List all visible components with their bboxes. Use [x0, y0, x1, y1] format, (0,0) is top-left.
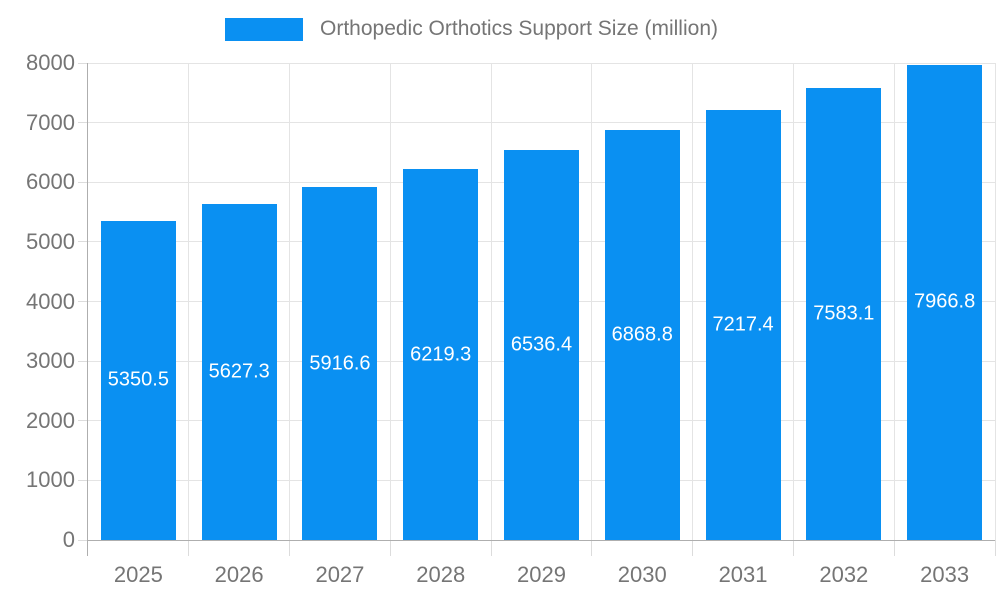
y-tick-label: 1000	[26, 467, 75, 493]
y-axis-line	[87, 63, 88, 556]
bar-value-label: 7217.4	[712, 313, 774, 336]
x-axis-label: 2032	[819, 562, 869, 587]
bar: 6536.4	[504, 150, 579, 540]
bar: 5916.6	[302, 187, 378, 540]
y-tick-label: 2000	[26, 407, 75, 433]
x-axis-label: 2029	[517, 562, 566, 587]
grid-line-v	[994, 63, 996, 540]
y-tick-label: 6000	[26, 169, 75, 195]
y-axis-tick	[78, 181, 88, 183]
y-axis-tick	[78, 539, 88, 541]
x-axis-label: 2033	[920, 562, 970, 587]
grid-line-h	[88, 62, 995, 64]
bar: 7583.1	[806, 87, 882, 540]
x-axis-line	[87, 539, 995, 541]
x-axis-label: 2031	[718, 562, 768, 587]
bar-value-label: 5627.3	[208, 360, 270, 383]
bar-value-label: 6219.3	[410, 343, 472, 366]
bar-value-label: 6868.8	[611, 323, 673, 346]
grid-line-h	[88, 122, 995, 124]
grid-line-v	[389, 63, 391, 540]
y-tick-label: 0	[62, 527, 75, 552]
bar: 7217.4	[705, 109, 781, 540]
x-axis-tick	[490, 540, 492, 556]
bar-value-label: 5350.5	[107, 368, 169, 391]
y-axis-tick	[78, 360, 88, 362]
x-axis-label: 2027	[315, 562, 365, 587]
bar: 5627.3	[201, 204, 277, 540]
grid-line-v	[591, 63, 593, 540]
bar: 6219.3	[403, 169, 479, 540]
legend-label: Orthopedic Orthotics Support Size (milli…	[320, 17, 718, 40]
y-axis-tick	[78, 301, 88, 302]
x-axis-tick	[994, 540, 996, 556]
x-axis-tick	[188, 540, 190, 556]
y-tick-label: 7000	[26, 109, 75, 135]
legend: Orthopedic Orthotics Support Size (milli…	[225, 17, 718, 41]
x-axis-label: 2025	[113, 562, 163, 587]
y-tick-label: 3000	[26, 348, 75, 374]
grid-line-v	[289, 63, 291, 540]
grid-line-v	[692, 63, 694, 540]
x-axis-label: 2028	[416, 562, 466, 587]
bar: 5350.5	[100, 220, 176, 540]
x-axis-label: 2026	[214, 562, 264, 587]
y-tick-label: 4000	[26, 288, 75, 314]
bar: 6868.8	[604, 130, 680, 540]
bar: 7966.8	[907, 64, 983, 540]
x-axis-tick	[692, 540, 694, 556]
grid-line-v	[188, 63, 190, 540]
y-tick-label: 8000	[26, 50, 75, 75]
y-axis-tick	[78, 241, 88, 243]
x-axis-label: 2030	[617, 562, 667, 587]
y-axis-tick	[78, 420, 88, 422]
y-axis-tick	[78, 122, 88, 124]
y-tick-label: 5000	[26, 228, 75, 254]
x-axis-tick	[893, 540, 895, 556]
legend-swatch	[225, 17, 303, 41]
x-axis-tick	[389, 540, 391, 556]
bar-value-label: 6536.4	[510, 333, 573, 356]
bar-value-label: 7966.8	[914, 290, 976, 313]
x-axis-tick	[792, 540, 794, 556]
grid-line-v	[490, 63, 492, 540]
x-axis-tick	[289, 540, 291, 556]
grid-line-v	[893, 63, 895, 540]
bar-value-label: 5916.6	[309, 352, 371, 375]
x-axis-tick	[591, 540, 593, 556]
y-axis-tick	[78, 479, 88, 481]
bar-value-label: 7583.1	[813, 302, 875, 325]
y-axis-tick	[78, 62, 88, 64]
grid-line-v	[792, 63, 794, 540]
